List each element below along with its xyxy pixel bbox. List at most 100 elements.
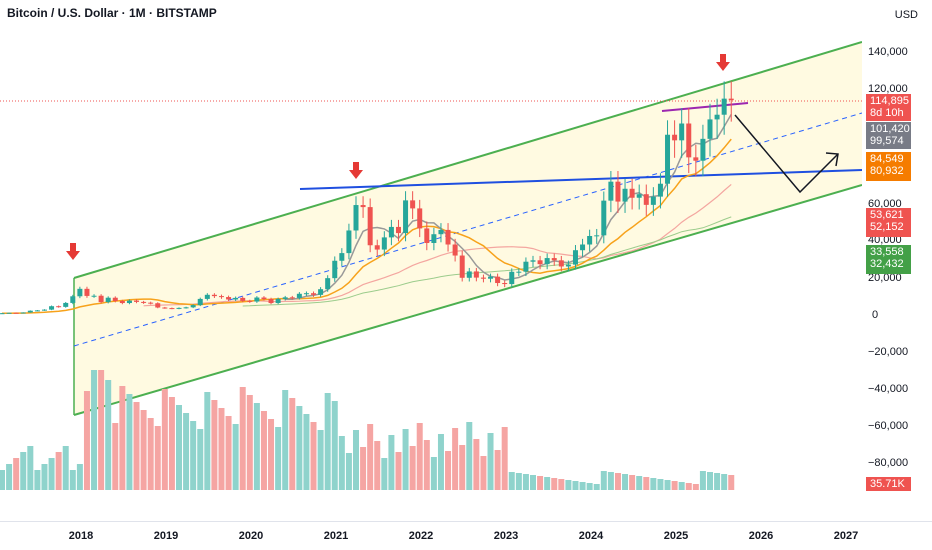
candle-body xyxy=(34,310,40,312)
volume-bar xyxy=(714,473,721,490)
candle-body xyxy=(509,271,515,285)
volume-bar xyxy=(133,402,140,490)
price-tick: −60,000 xyxy=(868,420,909,432)
volume-bar xyxy=(48,458,55,490)
candle-body xyxy=(388,226,394,238)
candle-body xyxy=(84,288,90,296)
candle-body xyxy=(686,123,692,158)
ma6-value: 52,152 xyxy=(870,221,904,233)
volume-bar xyxy=(430,457,437,490)
ma-mid-line xyxy=(2,138,732,314)
bar-countdown: 8d 10h xyxy=(870,107,904,119)
projection-arrowhead xyxy=(825,152,839,167)
ma-green-line xyxy=(242,216,732,307)
volume-bar xyxy=(331,401,338,490)
volume-bar xyxy=(367,424,374,490)
volume-bar xyxy=(296,406,303,490)
candle-body xyxy=(339,253,345,261)
ma-fast-line xyxy=(285,114,732,300)
volume-bar xyxy=(473,439,480,490)
candle-body xyxy=(218,296,224,298)
candle-body xyxy=(445,229,451,245)
ma-badge-green: 33,558 32,432 xyxy=(866,245,911,274)
candle-body xyxy=(261,297,267,300)
candle-body xyxy=(650,196,656,205)
last-price-value: 114,895 xyxy=(870,95,909,107)
volume-bar xyxy=(664,480,671,490)
volume-bar xyxy=(707,472,713,490)
symbol-title[interactable]: Bitcoin / U.S. Dollar · 1M · BITSTAMP xyxy=(7,6,217,20)
volume-bar xyxy=(13,458,20,490)
ma5-value: 53,621 xyxy=(870,209,904,221)
time-tick: 2019 xyxy=(153,530,179,542)
candle-body xyxy=(233,297,239,300)
candle-body xyxy=(197,298,203,306)
candles xyxy=(0,81,734,315)
volume-bar xyxy=(190,421,197,490)
last-price-badge: 114,895 8d 10h xyxy=(866,94,911,121)
ma4-value: 80,932 xyxy=(870,165,904,177)
channel-upper-line xyxy=(73,41,862,279)
volume-bar xyxy=(395,452,402,490)
volume-badge: 35.71K xyxy=(866,477,911,491)
candle-body xyxy=(162,307,168,309)
price-tick: 60,000 xyxy=(868,198,902,210)
price-tick: −40,000 xyxy=(868,383,909,395)
red-arrow-icon xyxy=(349,162,363,179)
ma2-value: 99,574 xyxy=(870,135,904,147)
volume-bar xyxy=(650,478,657,490)
time-axis-divider xyxy=(0,521,932,522)
volume-bar xyxy=(91,370,98,490)
volume-bar xyxy=(636,476,643,490)
price-tick: −80,000 xyxy=(868,457,909,469)
currency-label[interactable]: USD xyxy=(894,9,918,21)
candle-body xyxy=(77,288,83,297)
volume-bar xyxy=(692,484,699,490)
volume-bar xyxy=(211,400,218,490)
candle-body xyxy=(318,289,324,295)
candle-body xyxy=(608,181,614,201)
volume-bar xyxy=(416,423,423,490)
candle-body xyxy=(98,295,104,303)
volume-bar xyxy=(374,441,381,490)
time-tick: 2024 xyxy=(578,530,604,542)
volume-bar xyxy=(699,471,706,490)
candle-body xyxy=(183,307,189,309)
candle-body xyxy=(303,293,309,295)
volume-bar xyxy=(721,474,728,490)
volume-bar xyxy=(268,419,275,490)
volume-bar xyxy=(324,393,331,490)
volume-bar xyxy=(494,450,501,490)
candle-body xyxy=(119,300,125,304)
volume-bar xyxy=(353,430,359,490)
volume-bar xyxy=(310,422,317,490)
volume-bar xyxy=(62,446,69,490)
candle-body xyxy=(629,188,635,198)
volume-bar xyxy=(600,471,607,490)
volume-bar xyxy=(303,414,310,490)
volume-bar xyxy=(154,426,161,490)
volume-bar xyxy=(360,447,367,490)
candle-body xyxy=(311,293,317,295)
candle-body xyxy=(721,98,727,115)
candle-body xyxy=(410,200,416,209)
volume-bar xyxy=(275,427,282,490)
price-tick: 0 xyxy=(872,309,879,321)
candle-body xyxy=(374,245,380,250)
ma-badge-orange: 84,549 80,932 xyxy=(866,152,911,181)
price-tick: 120,000 xyxy=(868,83,908,95)
volume-bar xyxy=(586,483,593,490)
price-tick: 140,000 xyxy=(868,46,908,58)
volume-bar xyxy=(55,452,62,490)
volume-bar xyxy=(253,403,260,490)
ma1-value: 101,420 xyxy=(870,123,910,135)
projection-path xyxy=(734,114,839,194)
candle-body xyxy=(126,300,132,304)
volume-bar xyxy=(643,477,650,490)
volume-bar xyxy=(593,484,600,490)
candle-body xyxy=(268,299,274,304)
candle-body xyxy=(91,295,97,297)
candle-body xyxy=(452,244,458,256)
channel-fill xyxy=(74,42,862,415)
